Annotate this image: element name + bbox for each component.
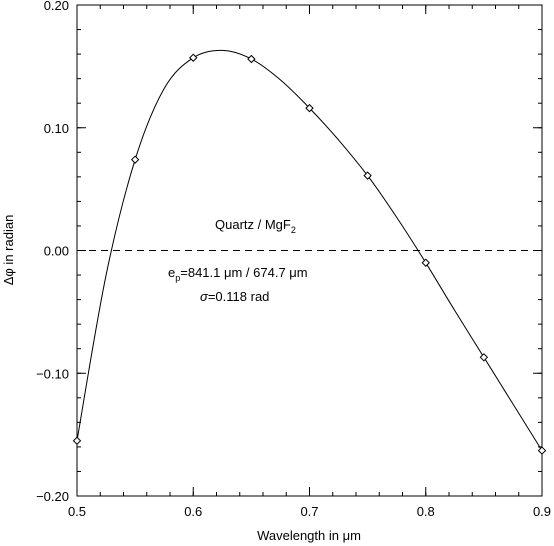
x-axis-title: Wavelength in μm (257, 528, 361, 543)
annotation-thickness: ep=841.1 μm / 674.7 μm (168, 265, 308, 283)
data-point-diamond (189, 53, 198, 62)
y-tick-label: 0.10 (44, 121, 69, 136)
x-tick-label: 0.7 (300, 504, 318, 519)
annotation-sigma: σ=0.118 rad (200, 289, 269, 304)
y-tick-label: 0.00 (44, 244, 69, 259)
data-point-diamond (130, 155, 140, 164)
data-point-diamond (247, 54, 256, 64)
annotation-material: Quartz / MgF2 (215, 217, 296, 235)
data-point-diamond (479, 353, 489, 362)
y-tick-label: −0.20 (36, 489, 69, 504)
data-point-diamond (363, 171, 372, 180)
tick-labels: 0.5 0.6 0.7 0.8 0.9 0.20 0.10 0.00 −0.10 −0.20 (36, 0, 551, 519)
data-point-diamond (305, 103, 314, 113)
x-tick-label: 0.6 (184, 504, 202, 519)
y-tick-label: 0.20 (44, 0, 69, 13)
series-markers (72, 53, 547, 455)
data-point-diamond (421, 258, 430, 267)
data-point-diamond (537, 446, 547, 455)
y-tick-label: −0.10 (36, 366, 69, 381)
data-point-diamond (72, 436, 82, 445)
x-tick-label: 0.8 (417, 504, 435, 519)
ticks (76, 4, 543, 497)
x-tick-label: 0.9 (533, 504, 551, 519)
y-axis-title: Δφ in radian (1, 215, 16, 286)
x-tick-label: 0.5 (68, 504, 86, 519)
